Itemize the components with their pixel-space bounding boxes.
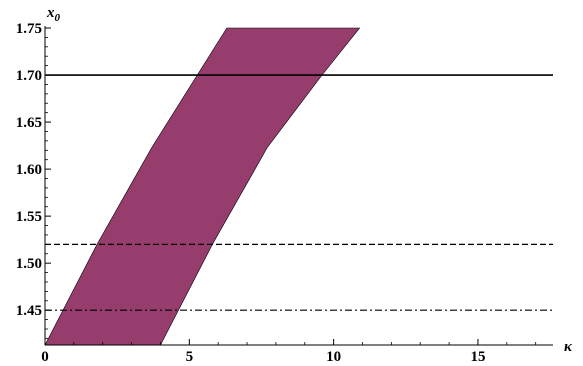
y-tick-label: 1.60 <box>16 162 42 178</box>
y-tick-label: 1.65 <box>16 115 42 131</box>
y-ticks: 1.45 1.50 1.55 1.60 1.65 1.70 1.75 <box>16 21 51 339</box>
y-tick-label: 1.75 <box>16 21 42 37</box>
x-axis-label: κ <box>564 339 573 355</box>
y-axis-label: x0 <box>46 5 61 24</box>
y-tick-label: 1.50 <box>16 256 42 272</box>
x-tick-label: 15 <box>470 349 485 365</box>
y-tick-label: 1.45 <box>16 303 42 319</box>
axes: 0 5 10 15 1.451.501.551.601.651.701.75 κ x0 <box>16 5 573 365</box>
allowed-region <box>44 27 361 346</box>
y-tick-label: 1.70 <box>16 68 42 84</box>
x-tick-label: 5 <box>186 349 194 365</box>
x-tick-label: 0 <box>41 349 49 365</box>
y-axis-label-subscript: 0 <box>55 12 61 24</box>
plot-area <box>44 27 553 346</box>
x-tick-label: 10 <box>326 349 341 365</box>
y-axis-label-main: x <box>46 5 55 21</box>
y-tick-label: 1.55 <box>16 209 42 225</box>
x-ticks: 0 5 10 15 <box>41 339 537 365</box>
